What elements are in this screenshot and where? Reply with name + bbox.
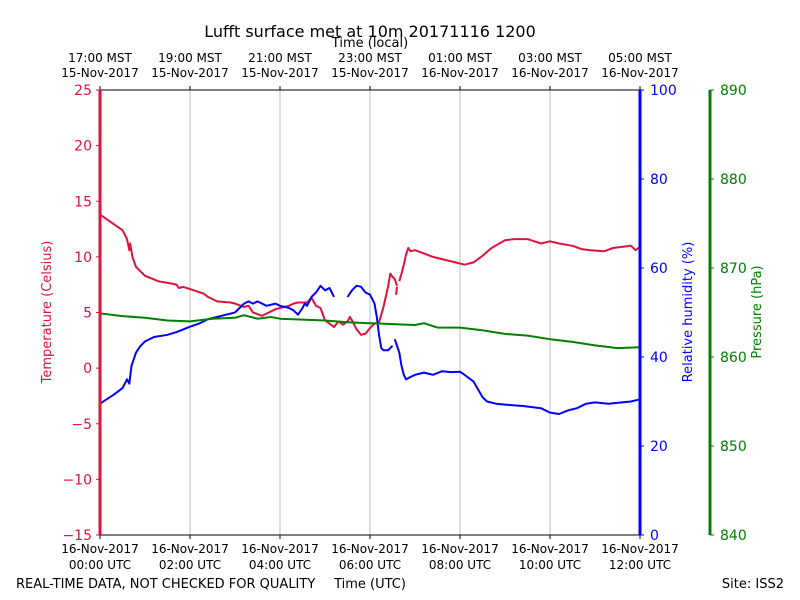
x-tick-label-time: 10:00 UTC bbox=[519, 558, 581, 572]
humidity-tick-label: 40 bbox=[650, 350, 668, 366]
relative-humidity-series-line bbox=[346, 284, 394, 352]
humidity-tick-label: 80 bbox=[650, 172, 668, 188]
pressure-tick-label: 870 bbox=[720, 261, 747, 277]
pressure-tick-label: 880 bbox=[720, 172, 747, 188]
pressure-tick-label: 890 bbox=[720, 83, 747, 99]
x-tick-label-time: 06:00 UTC bbox=[339, 558, 401, 572]
site-label: Site: ISS2 bbox=[722, 577, 784, 592]
temperature-tick-label: 20 bbox=[74, 139, 92, 155]
humidity-tick-label: 0 bbox=[650, 528, 659, 544]
x-tick-label-date: 16-Nov-2017 bbox=[241, 542, 319, 556]
pressure-tick-label: 860 bbox=[720, 350, 747, 366]
temperature-tick-label: −5 bbox=[71, 417, 92, 433]
temperature-tick-label: −15 bbox=[62, 528, 92, 544]
top-x-tick-label-date: 15-Nov-2017 bbox=[241, 66, 319, 80]
pressure-tick-label: 840 bbox=[720, 528, 747, 544]
top-x-tick-label-time: 05:00 MST bbox=[608, 51, 672, 65]
top-x-tick-label-time: 01:00 MST bbox=[428, 51, 492, 65]
temperature-tick-label: −10 bbox=[62, 472, 92, 488]
top-x-tick-label-date: 16-Nov-2017 bbox=[511, 66, 589, 80]
temperature-tick-label: 0 bbox=[83, 361, 92, 377]
quality-note: REAL-TIME DATA, NOT CHECKED FOR QUALITY bbox=[16, 577, 315, 592]
x-tick-label-date: 16-Nov-2017 bbox=[601, 542, 679, 556]
pressure-tick-label: 850 bbox=[720, 439, 747, 455]
x-tick-label-time: 08:00 UTC bbox=[429, 558, 491, 572]
temperature-tick-label: 5 bbox=[83, 306, 92, 322]
top-x-tick-label-time: 17:00 MST bbox=[68, 51, 132, 65]
x-tick-label-time: 02:00 UTC bbox=[159, 558, 221, 572]
temperature-tick-label: 25 bbox=[74, 83, 92, 99]
humidity-tick-label: 60 bbox=[650, 261, 668, 277]
top-x-tick-label-date: 16-Nov-2017 bbox=[421, 66, 499, 80]
x-tick-label-date: 16-Nov-2017 bbox=[421, 542, 499, 556]
pressure-series-line bbox=[99, 312, 641, 350]
x-tick-label-date: 16-Nov-2017 bbox=[331, 542, 409, 556]
x-tick-label-time: 00:00 UTC bbox=[69, 558, 131, 572]
temperature-tick-label: 15 bbox=[74, 194, 92, 210]
gridlines bbox=[189, 90, 551, 535]
top-x-tick-label-date: 15-Nov-2017 bbox=[61, 66, 139, 80]
relative-humidity-series-line bbox=[99, 284, 335, 405]
top-x-tick-label-time: 23:00 MST bbox=[338, 51, 402, 65]
top-x-tick-label-time: 19:00 MST bbox=[158, 51, 222, 65]
top-x-tick-label-date: 15-Nov-2017 bbox=[331, 66, 409, 80]
pressure-axis-label: Pressure (hPa) bbox=[750, 265, 765, 358]
temperature-axis-label: Temperature (Celsius) bbox=[40, 241, 55, 385]
temperature-series-line bbox=[395, 286, 398, 295]
x-axis-label: Time (UTC) bbox=[333, 577, 406, 592]
temperature-series-line bbox=[398, 238, 641, 282]
x-tick-label-date: 16-Nov-2017 bbox=[61, 542, 139, 556]
relative-humidity-series-line bbox=[393, 338, 641, 415]
top-x-tick-label-time: 03:00 MST bbox=[518, 51, 582, 65]
top-x-axis-label: Time (local) bbox=[331, 36, 408, 51]
x-tick-label-time: 04:00 UTC bbox=[249, 558, 311, 572]
top-x-tick-label-date: 15-Nov-2017 bbox=[151, 66, 229, 80]
series-layer bbox=[99, 213, 641, 415]
temperature-tick-label: 10 bbox=[74, 250, 92, 266]
humidity-tick-label: 100 bbox=[650, 83, 677, 99]
top-x-tick-label-time: 21:00 MST bbox=[248, 51, 312, 65]
x-tick-label-date: 16-Nov-2017 bbox=[511, 542, 589, 556]
humidity-axis-label: Relative humidity (%) bbox=[681, 242, 696, 383]
x-tick-label-time: 12:00 UTC bbox=[609, 558, 671, 572]
top-x-tick-label-date: 16-Nov-2017 bbox=[601, 66, 679, 80]
x-tick-label-date: 16-Nov-2017 bbox=[151, 542, 229, 556]
temperature-series-line bbox=[99, 213, 398, 336]
chart-title: Lufft surface met at 10m 20171116 1200 bbox=[204, 22, 536, 41]
humidity-tick-label: 20 bbox=[650, 439, 668, 455]
